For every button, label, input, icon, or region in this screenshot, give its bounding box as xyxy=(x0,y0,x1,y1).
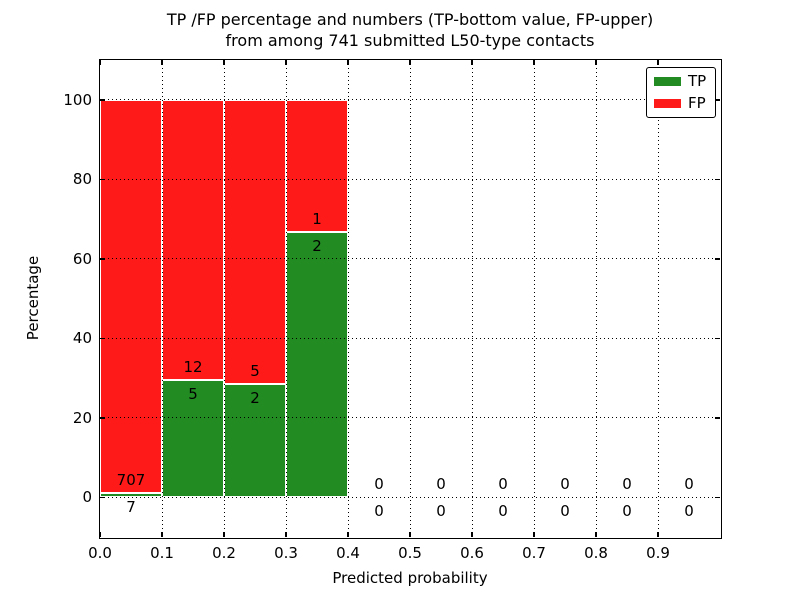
bar-fp-segment xyxy=(100,99,162,494)
x-tick-mark-top xyxy=(347,60,349,65)
y-tick-mark-right xyxy=(715,337,720,339)
x-tick-mark-top xyxy=(161,60,163,65)
x-tick-mark-top xyxy=(657,60,659,65)
legend-item-fp: FP xyxy=(654,96,708,111)
bar-fp-segment xyxy=(162,99,224,381)
x-tick-mark-top xyxy=(409,60,411,65)
x-tick-mark-bottom xyxy=(657,532,659,537)
x-tick-mark-bottom xyxy=(161,532,163,537)
grid-line-vertical xyxy=(533,60,535,537)
y-tick-label: 100 xyxy=(63,90,92,109)
x-tick-label: 0.7 xyxy=(522,544,546,562)
legend-item-tp: TP xyxy=(654,74,708,89)
x-tick-label: 0.0 xyxy=(88,544,112,562)
fp-count-label: 0 xyxy=(374,475,384,493)
tp-count-label: 2 xyxy=(250,388,260,407)
tp-count-label: 2 xyxy=(312,236,322,255)
tp-count-label: 0 xyxy=(622,502,632,520)
grid-line-vertical xyxy=(471,60,473,537)
tp-count-label: 0 xyxy=(498,502,508,520)
x-axis-label: Predicted probability xyxy=(332,569,488,587)
x-tick-mark-top xyxy=(471,60,473,65)
chart-title-line2: from among 741 submitted L50-type contac… xyxy=(225,31,595,50)
bar-fp-segment xyxy=(286,99,348,233)
fp-count-label: 0 xyxy=(622,475,632,493)
plot-area: 707 7 12 5 5 2 1 2 0 0 0 0 0 0 0 0 0 0 0 0 0.0 0.1 0.2 0.3 0.4 0.… xyxy=(63,60,720,562)
x-tick-mark-bottom xyxy=(347,532,349,537)
x-tick-mark-top xyxy=(223,60,225,65)
bar-fp-segment xyxy=(224,99,286,384)
grid-line-vertical xyxy=(409,60,411,537)
x-tick-mark-top xyxy=(595,60,597,65)
bar-tp-segment xyxy=(286,232,348,498)
y-tick-mark-left xyxy=(100,337,105,339)
tp-count-label: 0 xyxy=(436,502,446,520)
tp-legend-swatch-icon xyxy=(654,77,681,86)
fp-count-label: 0 xyxy=(436,475,446,493)
y-tick-mark-left xyxy=(100,258,105,260)
tp-count-label: 0 xyxy=(684,502,694,520)
x-tick-label: 0.4 xyxy=(336,544,360,562)
bar-tp-segment xyxy=(162,380,224,498)
x-tick-mark-top xyxy=(533,60,535,65)
fp-count-label: 707 xyxy=(116,471,146,490)
x-tick-mark-bottom xyxy=(99,532,101,537)
grid-line-vertical xyxy=(657,60,659,537)
bar-tp-segment xyxy=(224,383,286,498)
y-tick-mark-right xyxy=(715,258,720,260)
x-tick-mark-top xyxy=(285,60,287,65)
fp-count-label: 1 xyxy=(312,209,322,228)
y-axis-label: Percentage xyxy=(24,255,42,341)
x-tick-mark-bottom xyxy=(533,532,535,537)
x-tick-mark-bottom xyxy=(471,532,473,537)
fp-legend-swatch-icon xyxy=(654,99,681,108)
chart-title-line1: TP /FP percentage and numbers (TP-bottom… xyxy=(166,10,654,29)
y-tick-mark-left xyxy=(100,178,105,180)
y-tick-mark-left xyxy=(100,496,105,498)
fp-count-label: 5 xyxy=(250,361,260,380)
y-tick-label: 20 xyxy=(72,408,92,427)
y-tick-mark-right xyxy=(715,417,720,419)
fp-count-label: 0 xyxy=(560,475,570,493)
x-tick-label: 0.1 xyxy=(150,544,174,562)
y-tick-label: 40 xyxy=(72,329,92,348)
y-tick-mark-right xyxy=(715,496,720,498)
fp-count-label: 12 xyxy=(183,358,203,377)
fp-legend-label: FP xyxy=(688,94,706,112)
tp-count-label: 0 xyxy=(560,502,570,520)
y-tick-mark-right xyxy=(715,178,720,180)
legend: TP FP xyxy=(646,67,716,118)
y-tick-mark-left xyxy=(100,99,105,101)
y-tick-label: 0 xyxy=(82,488,92,507)
tp-count-label: 0 xyxy=(374,502,384,520)
x-tick-mark-bottom xyxy=(223,532,225,537)
x-tick-label: 0.6 xyxy=(460,544,484,562)
tp-legend-label: TP xyxy=(688,72,707,90)
tp-count-label: 5 xyxy=(188,385,198,404)
x-tick-mark-top xyxy=(99,60,101,65)
x-tick-label: 0.5 xyxy=(398,544,422,562)
fp-count-label: 0 xyxy=(498,475,508,493)
y-tick-label: 60 xyxy=(72,249,92,268)
chart-title: TP /FP percentage and numbers (TP-bottom… xyxy=(100,9,720,51)
x-tick-mark-bottom xyxy=(409,532,411,537)
x-tick-mark-bottom xyxy=(595,532,597,537)
y-tick-mark-left xyxy=(100,417,105,419)
bar-tp-segment xyxy=(100,493,162,498)
y-tick-label: 80 xyxy=(72,170,92,189)
x-tick-label: 0.8 xyxy=(584,544,608,562)
x-tick-label: 0.9 xyxy=(646,544,670,562)
grid-line-vertical xyxy=(595,60,597,537)
fp-count-label: 0 xyxy=(684,475,694,493)
x-tick-mark-bottom xyxy=(285,532,287,537)
tp-count-label: 7 xyxy=(126,498,136,517)
x-tick-label: 0.3 xyxy=(274,544,298,562)
x-tick-label: 0.2 xyxy=(212,544,236,562)
